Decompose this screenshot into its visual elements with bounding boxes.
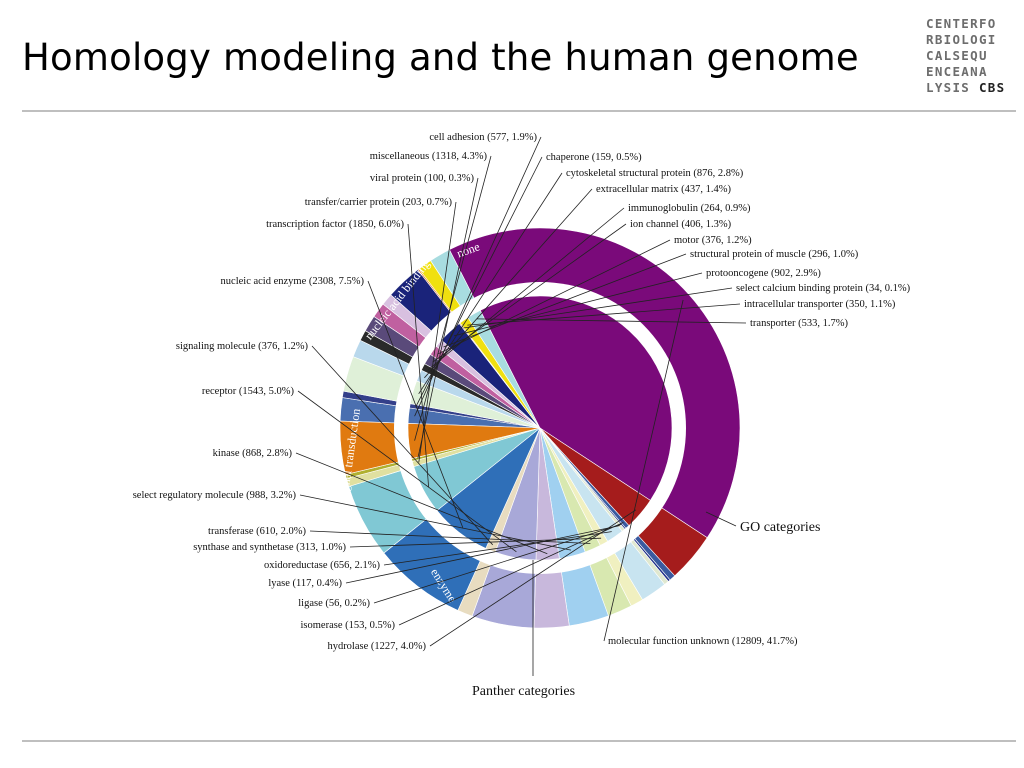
leader-line [467,303,741,326]
leader-line [463,287,733,329]
slice-label: isomerase (153, 0.5%) [301,620,396,631]
leader-line [398,522,624,626]
slice-label: signaling molecule (376, 1.2%) [176,341,309,352]
slice-label: chaperone (159, 0.5%) [546,152,642,163]
leader-line [418,201,457,463]
slice-label: oxidoreductase (656, 2.1%) [264,560,381,571]
logo-cbs: CBS [978,80,1006,95]
leader-line [311,345,493,546]
logo-line: CENTERFO [926,16,997,31]
slice-label: immunoglobulin (264, 0.9%) [628,203,751,214]
slice-label: transporter (533, 1.7%) [750,318,848,329]
leader-line [297,390,517,553]
slice-label: select calcium binding protein (34, 0.1%… [736,283,911,294]
leader-line [454,272,703,337]
slice-label: select regulatory molecule (988, 3.2%) [133,490,297,501]
leader-line [603,299,684,642]
slice-label: kinase (868, 2.8%) [213,448,293,459]
slice-label: cytoskeletal structural protein (876, 2.… [566,168,744,179]
slice-label: transfer/carrier protein (203, 0.7%) [305,197,453,208]
leader-line [476,318,747,324]
leader-line [443,253,687,348]
slice-label: motor (376, 1.2%) [674,235,752,246]
title-divider [22,110,1016,112]
slice-label: extracellular matrix (437, 1.4%) [596,184,731,195]
logo-line: ENCEANA [926,64,988,79]
leader-line [367,280,464,528]
leader-line [705,511,737,527]
slice-label: receptor (1543, 5.0%) [202,386,295,397]
leader-line [299,494,572,551]
leader-line [417,177,479,459]
slice-label: lyase (117, 0.4%) [268,578,342,589]
logo-line-text: LYSIS [926,80,971,95]
slice-label: ligase (56, 0.2%) [298,598,370,609]
leader-line [414,155,492,441]
leader-line [424,188,593,379]
logo-line: RBIOLOGI [926,32,997,47]
slice-label: synthase and synthetase (313, 1.0%) [193,542,346,553]
slice-label: miscellaneous (1318, 4.3%) [370,151,488,162]
logo-line: LYSIS CBS [926,80,1016,96]
leader-line [295,452,548,555]
slice-label: structural protein of muscle (296, 1.0%) [690,249,859,260]
leader-line [345,525,620,584]
slice-label: transcription factor (1850, 6.0%) [266,219,404,230]
slice-label: ion channel (406, 1.3%) [630,219,732,230]
slice-label: transferase (610, 2.0%) [208,526,306,537]
leader-line [383,531,612,566]
slice-label: cell adhesion (577, 1.9%) [429,132,537,143]
footer-divider [22,740,1016,742]
slice-label: hydrolase (1227, 4.0%) [327,641,426,652]
leader-line [407,223,429,487]
leader-line [349,537,602,548]
slice-label: molecular function unknown (12809, 41.7%… [608,636,798,647]
slice-label: protooncogene (902, 2.9%) [706,268,821,279]
leader-line [438,239,671,355]
go-categories-label: GO categories [740,520,820,535]
panther-categories-label: Panther categories [472,684,575,699]
leader-line [414,136,542,417]
slice-label: intracellular transporter (350, 1.1%) [744,299,896,310]
leader-line [373,523,622,604]
logo-line: CALSEQU [926,48,988,63]
cbs-logo: CENTERFO RBIOLOGI CALSEQU ENCEANA LYSIS … [926,16,1016,96]
slice-label: viral protein (100, 0.3%) [370,173,475,184]
slide-title: Homology modeling and the human genome [22,36,859,79]
leader-line [309,530,591,544]
go-slice-inner [407,423,541,460]
slice-label: nucleic acid enzyme (2308, 7.5%) [221,276,365,287]
